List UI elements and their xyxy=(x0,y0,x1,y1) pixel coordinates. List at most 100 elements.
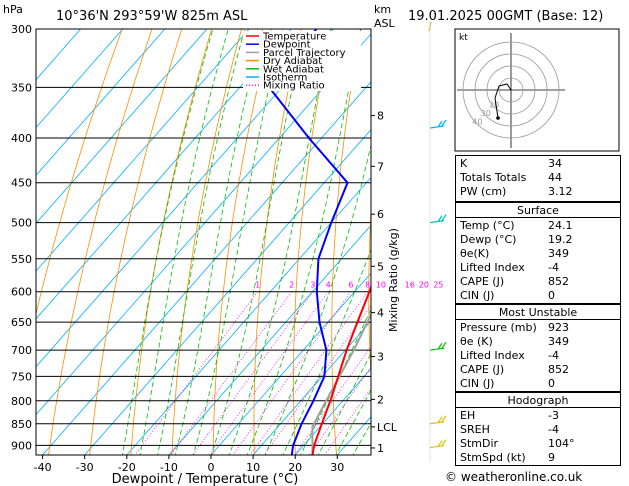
pressure-tick-label: 350 xyxy=(11,81,32,94)
wind-barb xyxy=(429,214,447,224)
datetime-title: 19.01.2025 00GMT (Base: 12) xyxy=(408,9,603,24)
km-tick-label: 2 xyxy=(377,393,384,406)
surface-row: Temp (°C) 24.1 xyxy=(460,219,573,232)
mixing-ratio-line xyxy=(134,291,258,455)
surface-row: Dewp (°C) 19.2 xyxy=(460,233,573,246)
wind-barbs xyxy=(428,20,447,462)
hodo-row: StmDir 104° xyxy=(460,437,575,450)
mixing-ratio-label: 2 xyxy=(289,281,294,290)
wet-adiabat-line xyxy=(139,29,229,455)
hodograph-storm-point xyxy=(496,116,500,120)
hodograph-ring-label: 30 xyxy=(481,109,491,118)
legend-label: Mixing Ratio xyxy=(263,81,325,92)
legend-box xyxy=(243,31,361,91)
dry-adiabat-line xyxy=(171,29,242,455)
hpa-label: hPa xyxy=(3,3,23,16)
isotherm-line xyxy=(36,29,166,177)
hodo-row: SREH -4 xyxy=(460,423,559,436)
hodograph-info-title: Hodograph xyxy=(507,394,569,407)
isotherm-line xyxy=(36,29,124,129)
pressure-tick-label: 850 xyxy=(11,418,32,431)
parcel-trajectory-line xyxy=(311,312,371,455)
pressure-tick-label: 650 xyxy=(11,316,32,329)
isotherm-line xyxy=(84,129,371,455)
temp-tick-label: -10 xyxy=(160,461,178,474)
wind-barb xyxy=(429,119,447,129)
surface-row: CIN (J) 0 xyxy=(460,289,555,302)
legend-label: Wet Adiabat xyxy=(263,64,324,75)
km-tick-label: 7 xyxy=(377,160,384,173)
temp-tick-label: 20 xyxy=(288,461,302,474)
temp-tick-label: -40 xyxy=(34,461,52,474)
surface-panel: Surface Temp (°C) 24.1 Dewp (°C) 19.2 θe(K… xyxy=(455,202,621,304)
km-tick-label: 4 xyxy=(377,307,384,320)
pressure-tick-label: 900 xyxy=(11,439,32,452)
pressure-tick-label: 300 xyxy=(11,23,32,36)
wet-adiabat-line xyxy=(282,248,371,455)
dewpoint-line xyxy=(268,29,349,455)
mixing-ratio-line xyxy=(249,291,368,455)
mixing-ratio-label: 4 xyxy=(326,281,331,290)
isotherm-line xyxy=(252,320,371,455)
dry-adiabat-line xyxy=(331,29,362,455)
index-row-pw: PW (cm) 3.12 xyxy=(460,185,573,198)
pressure-tick-label: 550 xyxy=(11,253,32,266)
isotherm-line xyxy=(168,224,371,455)
mixing-ratio-line xyxy=(263,304,371,455)
dry-adiabat-line xyxy=(89,29,183,455)
wet-adiabat-line xyxy=(174,29,264,455)
wet-adiabat-line xyxy=(317,352,371,455)
pressure-tick-label: 750 xyxy=(11,370,32,383)
most-unstable-title: Most Unstable xyxy=(498,306,578,319)
hodo-row: EH -3 xyxy=(460,409,559,422)
temperature-line xyxy=(311,284,371,455)
x-axis-label: Dewpoint / Temperature (°C) xyxy=(112,472,299,486)
isotherm-line xyxy=(126,176,371,455)
background-lines xyxy=(36,29,371,455)
indices-panel: K 34 Totals Totals 44 PW (cm) 3.12 xyxy=(455,155,621,202)
hodograph-ring-label: 40 xyxy=(472,118,482,127)
mixing-ratio-label: 6 xyxy=(348,281,353,290)
mu-row: CAPE (J) 852 xyxy=(460,363,569,376)
mixing-ratio-label: 16 xyxy=(405,281,415,290)
wet-adiabat-line xyxy=(300,308,371,455)
wet-adiabat-line xyxy=(335,389,371,455)
mixing-ratio-line xyxy=(324,387,371,455)
hodograph-trace xyxy=(494,83,512,119)
isotherm-line xyxy=(41,81,371,455)
mixing-ratio-labels: 1 2 3 4 6 8 10 16 20 25 xyxy=(255,281,443,290)
dry-adiabat-line xyxy=(130,29,213,455)
isotherm-line xyxy=(294,368,371,455)
dry-adiabat-line xyxy=(253,29,302,455)
mixing-ratio-line xyxy=(170,291,293,455)
km-tick-label: 8 xyxy=(377,110,384,123)
hodograph-ring xyxy=(486,65,536,115)
pressure-tick-label: 450 xyxy=(11,177,32,190)
wind-barb xyxy=(429,415,447,425)
mu-row: Pressure (mb) 923 xyxy=(460,321,569,334)
pressure-tick-label: 700 xyxy=(11,344,32,357)
isotherm-line xyxy=(36,29,292,320)
isobar-lines xyxy=(36,28,371,446)
plot-frame xyxy=(35,28,372,456)
hodograph-ring xyxy=(498,77,524,103)
km-tick-label: 6 xyxy=(377,208,384,221)
hodograph-ring-label: 20 xyxy=(489,100,499,109)
mixing-ratio-label: 3 xyxy=(310,281,315,290)
km-tick-label: 3 xyxy=(377,351,384,364)
mixing-ratio-label: 25 xyxy=(433,281,443,290)
pressure-tick-label: 400 xyxy=(11,132,32,145)
wet-adiabat-line xyxy=(122,29,214,455)
wet-adiabat-line xyxy=(264,143,371,455)
hodo-row: StmSpd (kt) 9 xyxy=(460,451,555,464)
km-tick-label: 5 xyxy=(377,260,384,273)
dry-adiabat-line xyxy=(48,29,153,455)
temp-tick-label: 30 xyxy=(330,461,344,474)
mu-row: Lifted Index -4 xyxy=(460,349,559,362)
sounding-profiles xyxy=(268,29,371,455)
legend-label: Dry Adiabat xyxy=(263,56,322,67)
dry-adiabat-line xyxy=(293,29,332,455)
wet-adiabat-line xyxy=(228,29,332,455)
mixing-ratio-line xyxy=(308,366,371,455)
